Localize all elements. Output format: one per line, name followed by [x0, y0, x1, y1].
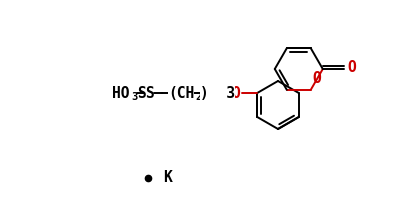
- Text: (CH: (CH: [168, 85, 194, 101]
- Text: O: O: [347, 60, 356, 75]
- Text: 3: 3: [131, 92, 137, 102]
- Text: )  3: ) 3: [200, 85, 235, 101]
- Text: S: S: [137, 85, 146, 101]
- Text: HO: HO: [112, 85, 129, 101]
- Text: O: O: [231, 85, 240, 101]
- Text: S: S: [145, 85, 153, 101]
- Text: K: K: [164, 170, 173, 186]
- Text: 2: 2: [195, 92, 201, 102]
- Text: O: O: [313, 71, 322, 86]
